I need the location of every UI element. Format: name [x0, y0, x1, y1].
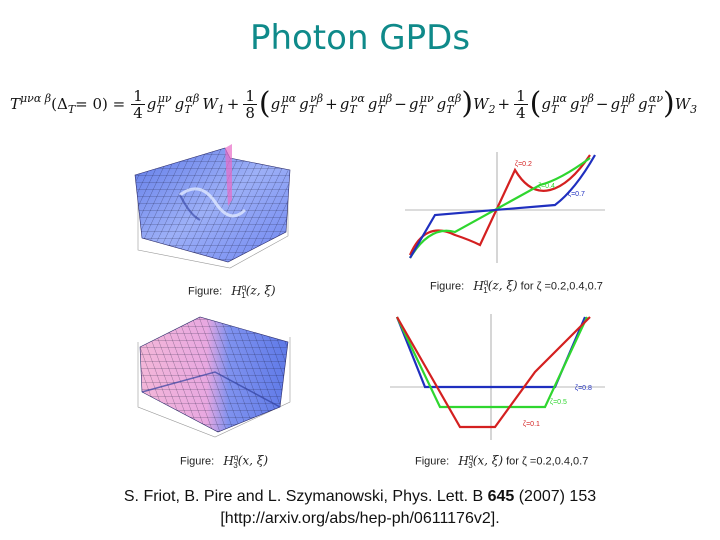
axis-box — [137, 337, 291, 438]
citation-line-2: [http://arxiv.org/abs/hep-ph/0611176v2]. — [220, 510, 500, 527]
caption-bottom-right: Figure: Hq3(x, ξ) for ζ =0.2,0.4,0.7 — [415, 453, 589, 470]
label-zeta-0.4: ζ=0.4 — [538, 183, 555, 190]
label-zeta-0.2: ζ=0.2 — [515, 161, 532, 168]
caption-top-left: Figure: Hq1(z, ξ) — [188, 283, 276, 300]
label-zeta-0.7: ζ=0.7 — [568, 191, 585, 198]
curve-green — [396, 316, 588, 409]
curve-green — [409, 157, 591, 259]
formula-T: T — [10, 95, 21, 113]
page-title: Photon GPDs — [249, 18, 471, 58]
curve-plot-h1: ζ=0.2 ζ=0.4 ζ=0.7 — [405, 152, 605, 263]
caption-top-right: Figure: Hq1(z, ξ) for ζ =0.2,0.4,0.7 — [430, 278, 603, 295]
label-zeta-0.8: ζ=0.8 — [575, 385, 592, 392]
label-zeta-0.5: ζ=0.5 — [550, 399, 567, 406]
curve-plot-h3: ζ=0.8 ζ=0.5 ζ=0.1 — [390, 314, 605, 440]
curve-red — [408, 154, 591, 256]
caption-bottom-left: Figure: Hq3(x, ξ) — [180, 453, 269, 470]
curve-blue — [409, 154, 596, 259]
label-zeta-0.1: ζ=0.1 — [523, 421, 540, 428]
surface-plot-h1 — [134, 144, 291, 269]
curve-red — [396, 316, 591, 429]
citation: S. Friot, B. Pire and L. Szymanowski, Ph… — [60, 486, 660, 530]
axis-box — [137, 170, 289, 269]
citation-line-1: S. Friot, B. Pire and L. Szymanowski, Ph… — [123, 488, 597, 505]
surface-plot-h3 — [137, 316, 291, 438]
